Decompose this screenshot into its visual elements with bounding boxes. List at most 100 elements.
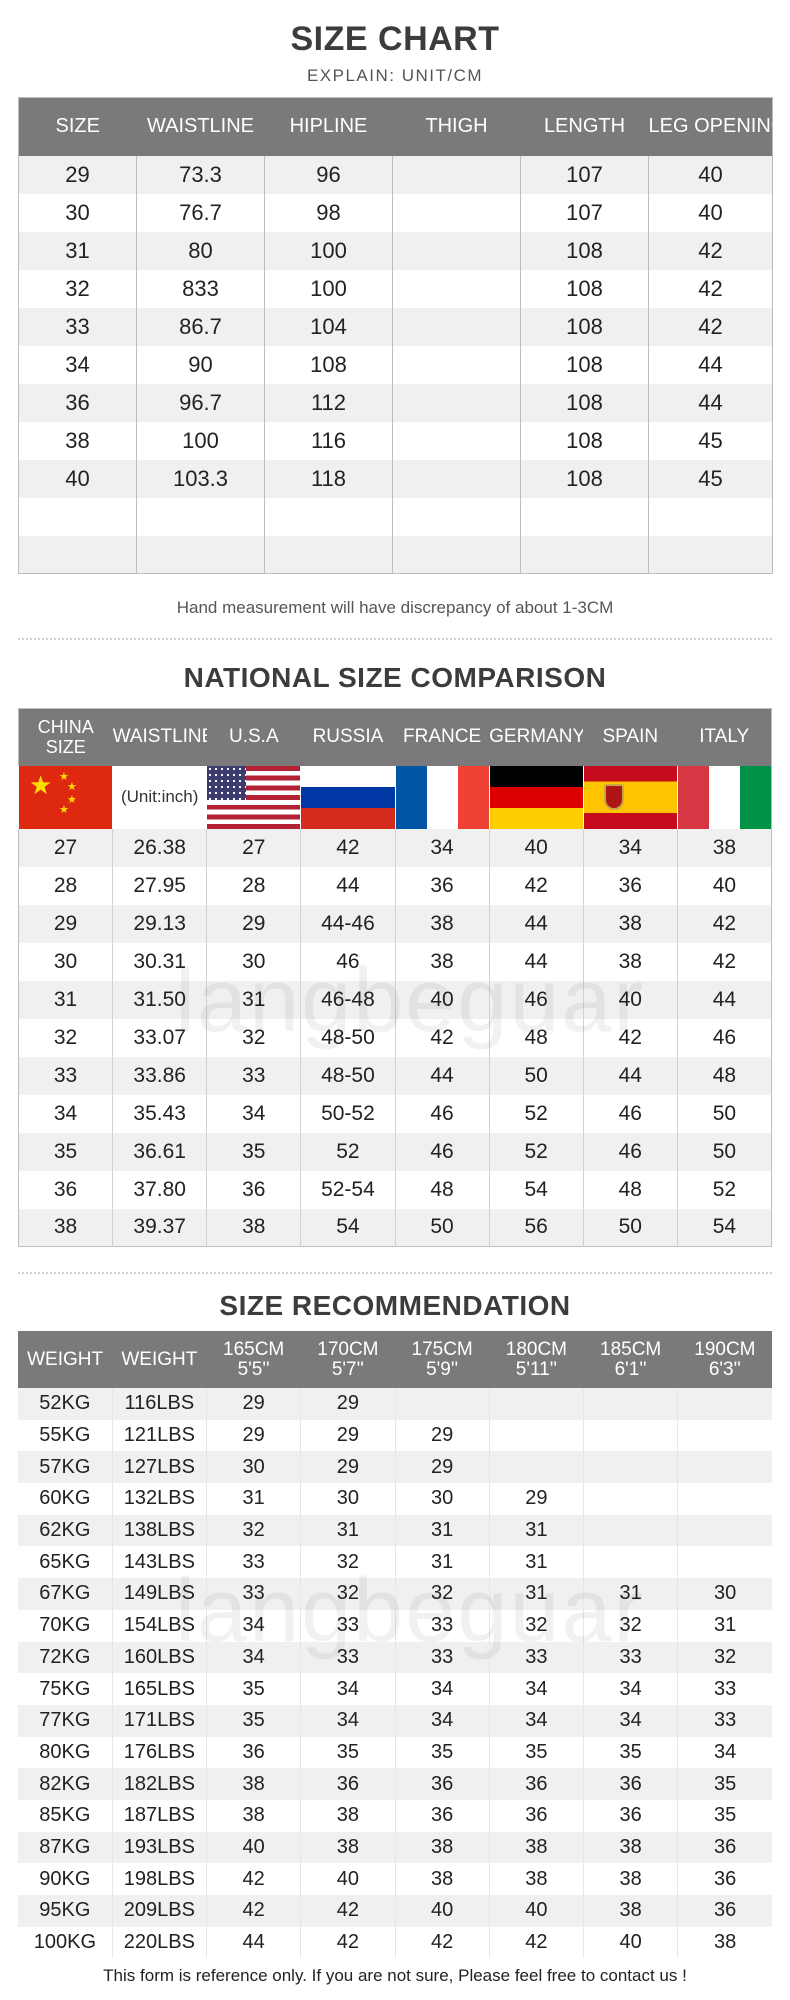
table-cell: 29: [300, 1419, 395, 1452]
table-cell: 38: [18, 421, 137, 460]
measurement-note: Hand measurement will have discrepancy o…: [176, 598, 614, 617]
table-cell: 187LBS: [111, 1799, 207, 1832]
table-cell: 127LBS: [111, 1451, 207, 1484]
table-cell: 54: [676, 1208, 772, 1247]
flag-row: ★ ★ ★ ★ ★ (Unit:inch): [17, 765, 772, 829]
table-cell: 31: [394, 1546, 490, 1579]
table-row: 100KG 220LBS 44 42 42 42 40 38: [18, 1926, 772, 1959]
table-cell: 36: [582, 1799, 678, 1832]
table-cell: [394, 1388, 490, 1420]
table-cell: 76.7: [136, 193, 265, 232]
table-cell: 33: [394, 1609, 490, 1642]
table-cell: 42: [648, 307, 773, 346]
table-cell: 34: [582, 1673, 678, 1705]
national-body: 27 26.38 27 42 34 40 34 38 28 27.95 28 44 36 42 36 40 29…: [18, 828, 772, 1247]
table-cell: 35: [488, 1736, 584, 1769]
column-header: WAISTLINE: [112, 708, 207, 766]
table-cell: 38: [394, 904, 490, 943]
table-cell: 38: [582, 1863, 678, 1895]
column-header: RUSSIA: [300, 708, 395, 766]
table-cell: [582, 1514, 678, 1547]
china-flag-cell: ★ ★ ★ ★ ★: [17, 765, 113, 829]
table-cell: 38: [205, 1799, 301, 1832]
national-header-row: CHINA SIZE WAISTLINE U.S.A RUSSIA FRANCE GERM…: [18, 708, 772, 766]
table-cell: 54: [488, 1170, 584, 1209]
table-cell: 103.3: [136, 459, 265, 498]
china-flag-icon: ★ ★ ★ ★ ★: [19, 765, 113, 829]
table-cell: 36: [394, 866, 490, 905]
table-row: 95KG 209LBS 42 42 40 40 38 36: [18, 1895, 772, 1927]
table-cell: 36: [582, 1768, 678, 1800]
spain-flag-cell: [582, 765, 678, 829]
spain-flag-icon: [584, 765, 677, 829]
table-cell: 44: [205, 1926, 301, 1959]
table-cell: 42: [394, 1926, 490, 1959]
column-header: 170CM 5'7'': [300, 1331, 395, 1388]
table-cell: 143LBS: [111, 1546, 207, 1579]
table-cell: 100: [136, 421, 265, 460]
table-cell: 34: [488, 1673, 584, 1705]
table-cell: 38: [488, 1831, 584, 1864]
table-cell: 36: [488, 1799, 584, 1832]
column-header: GERMANY: [489, 708, 584, 766]
table-cell: 60KG: [18, 1483, 113, 1515]
table-cell: 45: [648, 421, 773, 460]
table-cell: 40: [488, 1895, 584, 1927]
table-cell: 42: [205, 1863, 301, 1895]
table-cell: 32: [18, 269, 137, 308]
table-cell: 34: [300, 1673, 395, 1705]
table-cell: 39.37: [112, 1208, 207, 1247]
table-row: 65KG 143LBS 33 32 31 31: [18, 1546, 772, 1579]
table-cell: 42: [676, 942, 772, 981]
table-cell: 44: [300, 866, 395, 905]
table-row: 30 76.7 98 107 40: [18, 193, 773, 232]
table-cell: 108: [520, 345, 649, 384]
table-cell: 36: [394, 1768, 490, 1800]
table-row: 28 27.95 28 44 36 42 36 40: [18, 866, 772, 905]
table-cell: 65KG: [18, 1546, 113, 1579]
table-cell: 82KG: [18, 1768, 113, 1800]
table-cell: [392, 383, 521, 422]
table-cell: 30: [205, 1451, 301, 1484]
table-cell: 33.86: [112, 1056, 207, 1095]
table-cell: 72KG: [18, 1641, 113, 1674]
table-cell: [582, 1546, 678, 1579]
table-cell: 44: [488, 904, 584, 943]
table-cell: 36: [677, 1863, 772, 1895]
table-cell: 36: [677, 1895, 772, 1927]
table-row: 35 36.61 35 52 46 52 46 50: [18, 1132, 772, 1171]
national-comparison-table: CHINA SIZE WAISTLINE U.S.A RUSSIA FRANCE GERM…: [17, 708, 772, 1247]
table-cell: 36: [394, 1799, 490, 1832]
table-cell: [18, 497, 137, 536]
table-cell: 35: [18, 1132, 113, 1171]
table-cell: 149LBS: [111, 1578, 207, 1610]
recommendation-header-row: WEIGHT WEIGHT 165CM 5'5'' 170CM 5'7'' 175CM …: [18, 1331, 772, 1388]
table-cell: 38: [394, 942, 490, 981]
table-cell: [677, 1451, 772, 1484]
table-row: 38 100 116 108 45: [18, 421, 773, 460]
table-cell: 40: [394, 980, 490, 1019]
table-cell: 46: [582, 1094, 678, 1133]
table-row: 87KG 193LBS 40 38 38 38 38 36: [18, 1831, 772, 1864]
italy-flag-cell: [676, 765, 772, 829]
table-cell: [677, 1546, 772, 1579]
table-cell: 31: [205, 1483, 301, 1515]
table-cell: 116: [264, 421, 393, 460]
table-cell: 29.13: [112, 904, 207, 943]
table-cell: 36: [206, 1170, 301, 1209]
table-cell: 36.61: [112, 1132, 207, 1171]
table-cell: 160LBS: [111, 1641, 207, 1674]
table-cell: 36: [18, 383, 137, 422]
table-cell: 44: [488, 942, 584, 981]
table-row: 77KG 171LBS 35 34 34 34 34 33: [18, 1704, 772, 1737]
table-cell: 38: [205, 1768, 301, 1800]
table-row: 32 33.07 32 48-50 42 48 42 46: [18, 1018, 772, 1057]
dotted-divider: [18, 1272, 772, 1274]
table-cell: 34: [300, 1704, 395, 1737]
table-cell: 33: [677, 1704, 772, 1737]
table-cell: 34: [582, 1704, 678, 1737]
column-header: 180CM 5'11'': [489, 1331, 584, 1388]
table-cell: 52: [488, 1094, 584, 1133]
table-cell: 87KG: [18, 1831, 113, 1864]
table-cell: 54: [300, 1208, 395, 1247]
